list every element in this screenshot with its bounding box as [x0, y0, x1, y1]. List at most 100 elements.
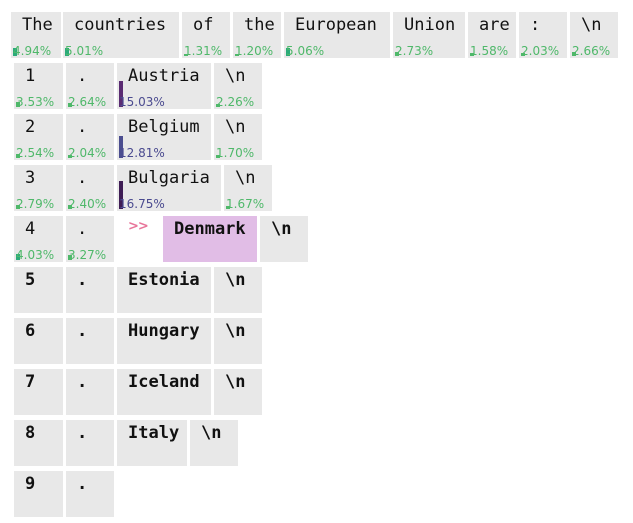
- token-text: Estonia: [128, 270, 200, 290]
- token-text: \n: [225, 270, 246, 290]
- list-dot-token[interactable]: .: [66, 420, 114, 466]
- list-number-token[interactable]: 9: [14, 471, 63, 517]
- prob-bar: [68, 103, 72, 107]
- token-text: .: [77, 168, 88, 188]
- country-token[interactable]: Hungary: [117, 318, 211, 364]
- prob-bar: [572, 52, 576, 56]
- prompt-token[interactable]: the 1.20%: [233, 12, 281, 58]
- prompt-token[interactable]: The 4.94%: [11, 12, 61, 58]
- prob-bar: [119, 81, 123, 107]
- token-text: \n: [225, 372, 246, 392]
- token-text: .: [77, 117, 88, 137]
- token-prob: 2.66%: [572, 44, 611, 58]
- newline-token[interactable]: \n: [214, 318, 262, 364]
- token-text: .: [77, 372, 88, 392]
- list-dot-token[interactable]: .: [66, 267, 114, 313]
- token-prob: 2.79%: [16, 197, 55, 211]
- token-text: Iceland: [128, 372, 200, 392]
- country-token[interactable]: Austria 15.03%: [117, 63, 211, 109]
- list-dot-token[interactable]: . 3.27%: [66, 216, 114, 262]
- list-number-token[interactable]: 6: [14, 318, 63, 364]
- country-token[interactable]: Bulgaria 16.75%: [117, 165, 221, 211]
- token-prob: 1.70%: [216, 146, 255, 160]
- newline-token[interactable]: \n: [260, 216, 308, 262]
- list-number-token[interactable]: 7: [14, 369, 63, 415]
- token-text: 4: [25, 219, 36, 239]
- list-number-token[interactable]: 1 3.53%: [14, 63, 63, 109]
- token-prob: 4.94%: [13, 44, 52, 58]
- token-text: 3: [25, 168, 36, 188]
- token-text: The: [22, 15, 53, 35]
- list-number-token[interactable]: 8: [14, 420, 63, 466]
- country-token[interactable]: Belgium 12.81%: [117, 114, 211, 160]
- prompt-token[interactable]: Union 2.73%: [393, 12, 465, 58]
- token-text: Hungary: [128, 321, 200, 341]
- prob-bar: [16, 254, 20, 260]
- token-text: the: [244, 15, 275, 35]
- token-text: \n: [225, 321, 246, 341]
- prob-bar: [16, 154, 20, 158]
- token-prob: 2.04%: [68, 146, 107, 160]
- list-dot-token[interactable]: .: [66, 318, 114, 364]
- token-prob: 1.20%: [235, 44, 274, 58]
- token-text: of: [193, 15, 214, 35]
- selected-country-token[interactable]: Denmark: [163, 216, 257, 262]
- token-prob: 1.58%: [470, 44, 509, 58]
- token-text: .: [77, 219, 88, 239]
- newline-token[interactable]: \n 2.26%: [214, 63, 262, 109]
- newline-token[interactable]: \n: [214, 369, 262, 415]
- token-prob: 15.03%: [119, 95, 165, 109]
- prob-bar: [226, 206, 230, 209]
- list-dot-token[interactable]: .: [66, 471, 114, 517]
- list-number-token[interactable]: 5: [14, 267, 63, 313]
- prompt-token[interactable]: are 1.58%: [468, 12, 516, 58]
- list-number-token[interactable]: 4 4.03%: [14, 216, 63, 262]
- country-token[interactable]: Estonia: [117, 267, 211, 313]
- token-text: Denmark: [174, 219, 246, 239]
- token-prob: 1.67%: [226, 197, 265, 211]
- token-text: 8: [25, 423, 36, 443]
- newline-token[interactable]: \n 1.67%: [224, 165, 272, 211]
- token-text: 7: [25, 372, 36, 392]
- token-text: .: [77, 66, 88, 86]
- prompt-token[interactable]: : 2.03%: [519, 12, 567, 58]
- prompt-token[interactable]: European 5.06%: [284, 12, 390, 58]
- token-text: \n: [271, 219, 292, 239]
- token-prob: 2.03%: [521, 44, 560, 58]
- token-text: .: [77, 423, 88, 443]
- list-dot-token[interactable]: .: [66, 369, 114, 415]
- newline-token[interactable]: \n: [214, 267, 262, 313]
- country-token[interactable]: Italy: [117, 420, 187, 466]
- list-dot-token[interactable]: . 2.04%: [66, 114, 114, 160]
- prob-bar: [68, 155, 72, 158]
- token-text: Belgium: [128, 117, 200, 137]
- token-text: \n: [201, 423, 222, 443]
- prob-bar: [286, 48, 290, 56]
- newline-token[interactable]: \n 1.70%: [214, 114, 262, 160]
- prob-bar: [216, 155, 220, 158]
- prob-bar: [16, 205, 20, 209]
- token-text: 2: [25, 117, 36, 137]
- token-text: \n: [235, 168, 256, 188]
- prompt-token[interactable]: of 1.31%: [182, 12, 230, 58]
- country-token[interactable]: Iceland: [117, 369, 211, 415]
- token-text: :: [530, 15, 541, 35]
- list-dot-token[interactable]: . 2.40%: [66, 165, 114, 211]
- prob-bar: [235, 54, 239, 56]
- token-text: \n: [581, 15, 602, 35]
- prompt-token[interactable]: countries 5.01%: [63, 12, 179, 58]
- newline-token[interactable]: \n: [190, 420, 238, 466]
- current-token-marker: >>: [128, 219, 149, 234]
- token-prob: 5.01%: [65, 44, 104, 58]
- token-text: .: [77, 270, 88, 290]
- list-dot-token[interactable]: . 2.64%: [66, 63, 114, 109]
- token-text: .: [77, 474, 88, 494]
- prob-bar: [65, 48, 69, 56]
- token-prob: 4.03%: [16, 248, 55, 262]
- token-text: 1: [25, 66, 36, 86]
- list-number-token[interactable]: 3 2.79%: [14, 165, 63, 211]
- prompt-token[interactable]: \n 2.66%: [570, 12, 618, 58]
- list-number-token[interactable]: 2 2.54%: [14, 114, 63, 160]
- prob-bar: [119, 136, 123, 158]
